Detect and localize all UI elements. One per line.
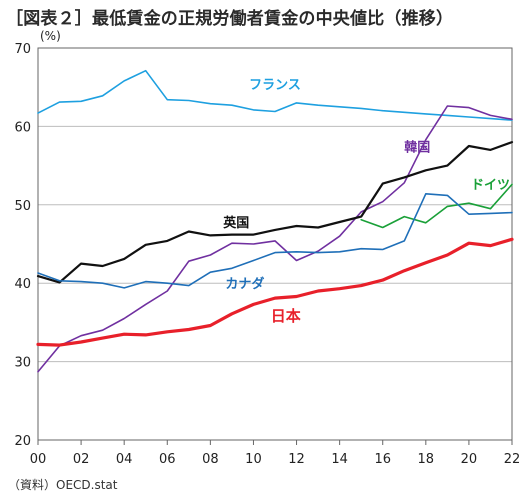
plot-frame	[37, 47, 513, 441]
x-tick-label: 00	[30, 452, 47, 467]
y-tick-label: 30	[14, 356, 31, 371]
x-tick-label: 14	[331, 452, 348, 467]
x-tick-label: 04	[116, 452, 133, 467]
series-line-23-111111	[36, 141, 514, 284]
source-note: （資料）OECD.stat	[8, 478, 118, 492]
y-tick-label: 50	[14, 199, 31, 214]
series-label: カナダ	[225, 276, 264, 292]
series-line-23-1ea0e0	[37, 69, 513, 121]
x-tick-label: 22	[504, 452, 521, 467]
x-tick-label: 16	[374, 452, 391, 467]
series-line-8-1aa038	[360, 183, 513, 229]
x-tick-label: 02	[73, 452, 90, 467]
x-tick-label: 12	[288, 452, 305, 467]
x-tick-label: 20	[461, 452, 478, 467]
y-axis-label: (%)	[40, 29, 61, 43]
x-tick-label: 18	[418, 452, 435, 467]
y-tick-label: 20	[14, 434, 31, 449]
x-tick-label: 06	[159, 452, 176, 467]
series-label: ドイツ	[471, 178, 510, 193]
series-label: 韓国	[404, 139, 430, 155]
chart-title: ［図表２］最低賃金の正規労働者賃金の中央値比（推移）	[6, 9, 454, 29]
series-line-23-7030a0	[37, 105, 513, 373]
series-label: フランス	[249, 78, 301, 93]
y-tick-label: 70	[14, 42, 31, 57]
grid-layer	[38, 125, 512, 363]
x-tick-label: 10	[245, 452, 262, 467]
x-tick-label: 08	[202, 452, 219, 467]
y-tick-label: 40	[14, 277, 31, 292]
series-layer	[36, 69, 514, 373]
series-label: 日本	[271, 307, 301, 325]
series-label: 英国	[222, 215, 249, 231]
series-line-23-1f6fb8	[37, 193, 513, 289]
series-line-23-e8202a	[36, 237, 514, 347]
y-tick-label: 60	[14, 120, 31, 135]
axis-layer: 20 30 40 50 60 70 (%) 00 02 04 06 08 10 12 14 16 18 20 22	[14, 29, 520, 467]
